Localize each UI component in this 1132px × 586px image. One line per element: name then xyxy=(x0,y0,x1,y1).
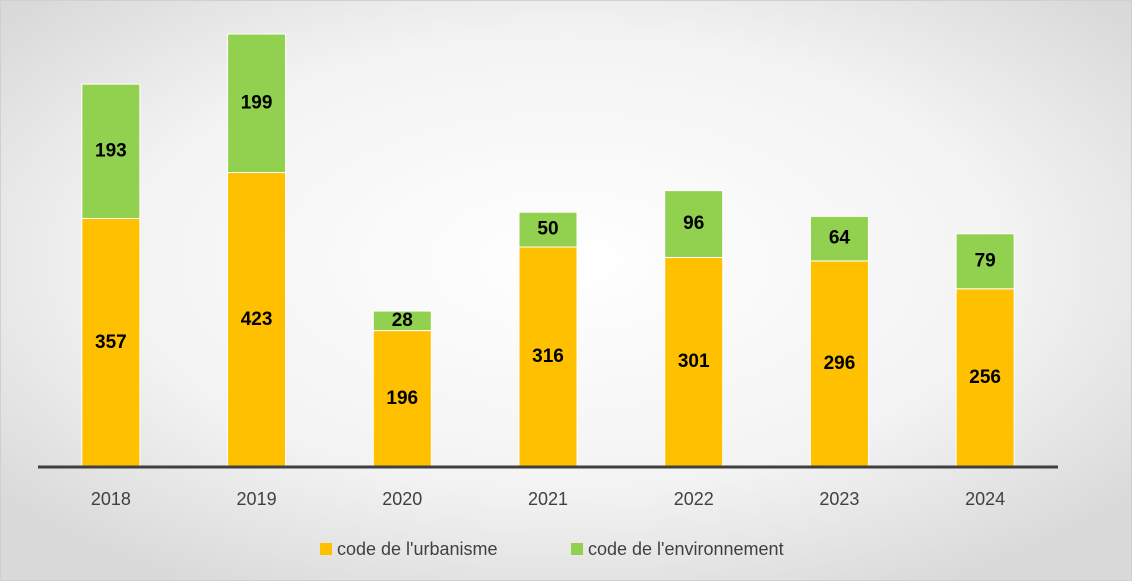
data-label: 96 xyxy=(683,213,704,234)
bar-segment xyxy=(372,330,432,468)
bar-segment xyxy=(955,233,1015,290)
bar-segment xyxy=(81,217,141,468)
bar-segment xyxy=(664,190,724,258)
data-label: 50 xyxy=(537,219,558,240)
legend-swatch xyxy=(320,543,332,555)
x-tick-label: 2021 xyxy=(528,489,568,509)
bar-segment xyxy=(518,246,578,468)
x-tick-label: 2022 xyxy=(674,489,714,509)
x-tick-label: 2024 xyxy=(965,489,1005,509)
x-tick-label: 2019 xyxy=(237,489,277,509)
data-label: 28 xyxy=(392,310,413,331)
data-label: 64 xyxy=(829,228,851,249)
bar-segment xyxy=(955,288,1015,468)
x-tick-label: 2023 xyxy=(819,489,859,509)
x-tick-label: 2020 xyxy=(382,489,422,509)
data-label: 256 xyxy=(969,367,1001,388)
bar-segment xyxy=(518,211,578,248)
bar-segment xyxy=(81,83,141,219)
data-label: 316 xyxy=(532,346,564,367)
data-label: 296 xyxy=(824,353,856,374)
legend-label: code de l'urbanisme xyxy=(337,539,498,559)
data-label: 193 xyxy=(95,140,127,161)
data-label: 199 xyxy=(241,92,273,113)
x-tick-label: 2018 xyxy=(91,489,131,509)
data-label: 79 xyxy=(975,250,996,271)
data-label: 357 xyxy=(95,332,127,353)
bar-segment xyxy=(372,310,432,332)
bar-segment xyxy=(227,33,287,174)
data-label: 196 xyxy=(386,388,418,409)
bar-segment xyxy=(809,215,869,262)
bar-segment xyxy=(664,256,724,468)
legend-label: code de l'environnement xyxy=(588,539,784,559)
data-label: 423 xyxy=(241,309,273,330)
bar-segment xyxy=(227,172,287,468)
data-label: 301 xyxy=(678,351,710,372)
legend-swatch xyxy=(571,543,583,555)
